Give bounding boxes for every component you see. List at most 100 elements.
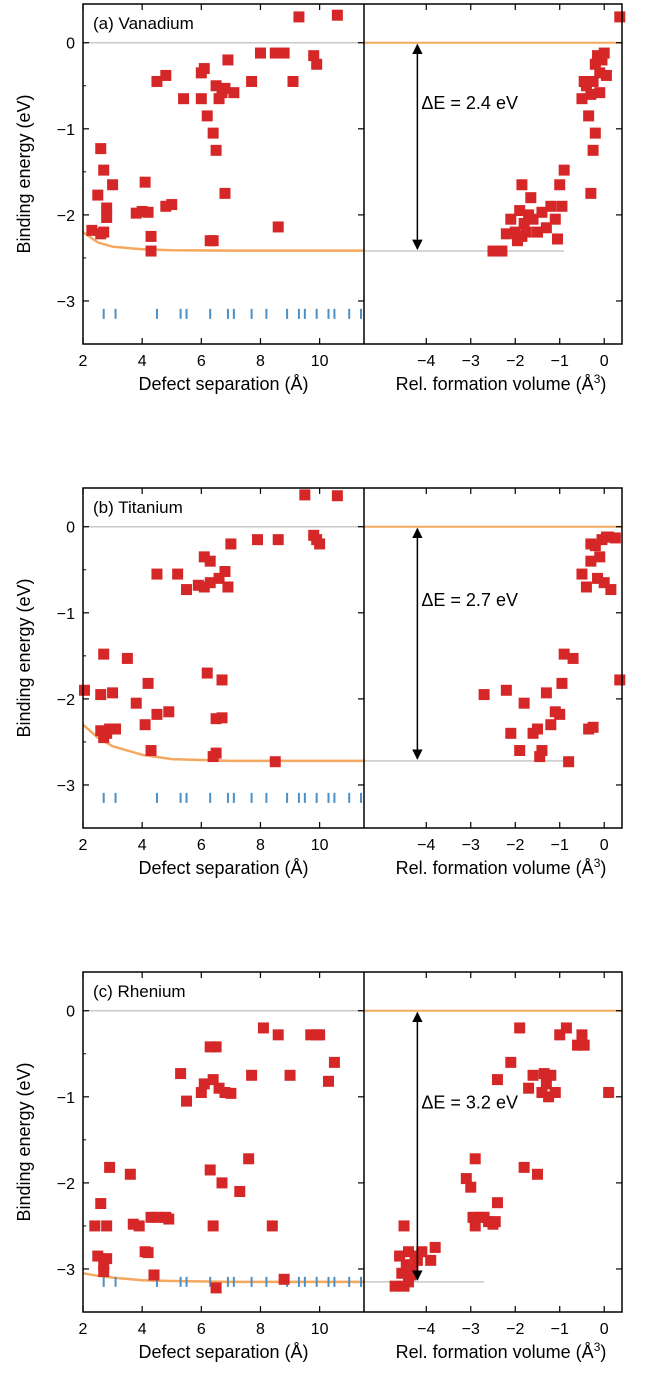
data-point-separation bbox=[219, 82, 231, 94]
data-point-volume bbox=[536, 206, 548, 218]
x-tick-label-left: 8 bbox=[256, 353, 265, 370]
data-point-volume bbox=[394, 1250, 406, 1262]
data-point-volume bbox=[536, 1087, 548, 1099]
data-point-separation bbox=[299, 489, 311, 501]
data-point-separation bbox=[219, 187, 231, 199]
y-tick-label: 0 bbox=[66, 520, 75, 537]
data-point-separation bbox=[95, 689, 107, 701]
data-point-volume bbox=[552, 233, 563, 245]
data-point-volume bbox=[594, 551, 606, 563]
data-point-separation bbox=[142, 206, 154, 218]
data-point-volume bbox=[429, 1241, 441, 1253]
x-tick-label-left: 2 bbox=[79, 837, 88, 854]
data-point-volume bbox=[500, 228, 512, 240]
data-point-volume bbox=[578, 1039, 590, 1051]
data-point-separation bbox=[107, 687, 119, 699]
data-point-separation bbox=[210, 80, 222, 92]
data-point-volume bbox=[600, 69, 612, 81]
x-tick-label-left: 10 bbox=[311, 837, 329, 854]
y-tick-label: −1 bbox=[57, 122, 75, 139]
data-point-separation bbox=[207, 1074, 219, 1086]
data-point-separation bbox=[207, 235, 219, 247]
data-point-separation bbox=[104, 1161, 116, 1173]
data-point-separation bbox=[210, 144, 222, 156]
data-point-volume bbox=[594, 67, 606, 79]
data-point-separation bbox=[213, 572, 225, 584]
data-point-volume bbox=[469, 1220, 481, 1232]
x-tick-label-left: 10 bbox=[311, 1321, 329, 1338]
fit-curve bbox=[82, 231, 364, 252]
y-tick-label: −1 bbox=[57, 1090, 75, 1107]
x-tick-label-right: −2 bbox=[506, 353, 524, 370]
data-point-separation bbox=[130, 697, 142, 709]
data-point-volume bbox=[589, 58, 601, 70]
data-point-separation bbox=[278, 1273, 290, 1285]
x-tick-label-left: 4 bbox=[138, 1321, 147, 1338]
data-point-separation bbox=[272, 1029, 284, 1041]
data-point-volume bbox=[389, 1280, 401, 1292]
data-point-separation bbox=[257, 1022, 269, 1034]
data-point-volume bbox=[402, 1246, 414, 1258]
data-point-separation bbox=[130, 207, 142, 219]
data-point-separation bbox=[181, 1095, 193, 1107]
data-point-separation bbox=[222, 54, 234, 66]
y-tick-label: 0 bbox=[66, 36, 75, 53]
x-axis-label-left: Defect separation (Å) bbox=[138, 374, 308, 394]
plot-frame bbox=[82, 487, 623, 829]
y-axis-label: Binding energy (eV) bbox=[14, 94, 34, 253]
data-point-separation bbox=[98, 648, 110, 660]
y-axis-label: Binding energy (eV) bbox=[14, 578, 34, 737]
data-point-separation bbox=[92, 1250, 104, 1262]
data-point-volume bbox=[505, 213, 517, 225]
data-point-volume bbox=[585, 88, 597, 100]
x-axis-label-right: Rel. formation volume (Å3) bbox=[396, 1340, 607, 1362]
delta-e-label: ΔE = 3.2 eV bbox=[421, 1092, 518, 1112]
data-point-volume bbox=[500, 684, 512, 696]
data-point-volume bbox=[540, 222, 552, 234]
data-point-separation bbox=[160, 200, 172, 212]
data-point-separation bbox=[207, 127, 219, 139]
data-point-volume bbox=[509, 226, 521, 238]
data-point-separation bbox=[198, 581, 210, 593]
data-point-volume bbox=[531, 1168, 543, 1180]
data-point-volume bbox=[534, 751, 546, 763]
data-point-separation bbox=[151, 75, 163, 87]
data-point-volume bbox=[496, 245, 508, 257]
data-point-separation bbox=[198, 1078, 210, 1090]
data-point-volume bbox=[560, 1022, 572, 1034]
data-point-separation bbox=[228, 87, 240, 99]
data-point-volume bbox=[609, 532, 621, 544]
x-tick-label-left: 2 bbox=[79, 353, 88, 370]
data-point-volume bbox=[467, 1211, 479, 1223]
data-point-separation bbox=[127, 1218, 139, 1230]
data-point-separation bbox=[78, 684, 90, 696]
data-point-separation bbox=[110, 723, 122, 735]
x-tick-label-left: 8 bbox=[256, 1321, 265, 1338]
data-point-volume bbox=[545, 719, 557, 731]
data-point-separation bbox=[124, 1168, 136, 1180]
data-point-separation bbox=[311, 58, 323, 70]
y-tick-label: 0 bbox=[66, 1004, 75, 1021]
data-point-separation bbox=[216, 712, 228, 724]
data-point-separation bbox=[287, 75, 299, 87]
data-point-separation bbox=[210, 1282, 222, 1294]
data-point-separation bbox=[145, 230, 157, 242]
data-point-separation bbox=[246, 75, 258, 87]
data-point-separation bbox=[172, 568, 184, 580]
data-point-volume bbox=[545, 200, 557, 212]
data-point-separation bbox=[145, 745, 157, 757]
panel-3: ΔE = 3.2 eV 0 −1 −2 −3 2 4 6 8 10 −4 −3 −2 −1 0 Binding… bbox=[14, 971, 623, 1362]
data-point-volume bbox=[554, 179, 566, 191]
data-point-separation bbox=[210, 747, 222, 759]
x-tick-label-right: −2 bbox=[506, 837, 524, 854]
data-point-separation bbox=[95, 143, 107, 155]
x-tick-label-right: 0 bbox=[600, 1321, 609, 1338]
y-tick-label: −2 bbox=[57, 1176, 75, 1193]
data-point-volume bbox=[460, 1173, 472, 1185]
data-point-separation bbox=[160, 69, 172, 81]
x-tick-label-right: −3 bbox=[462, 1321, 480, 1338]
data-point-separation bbox=[145, 245, 157, 257]
data-point-separation bbox=[101, 1220, 113, 1232]
data-point-separation bbox=[272, 534, 284, 546]
